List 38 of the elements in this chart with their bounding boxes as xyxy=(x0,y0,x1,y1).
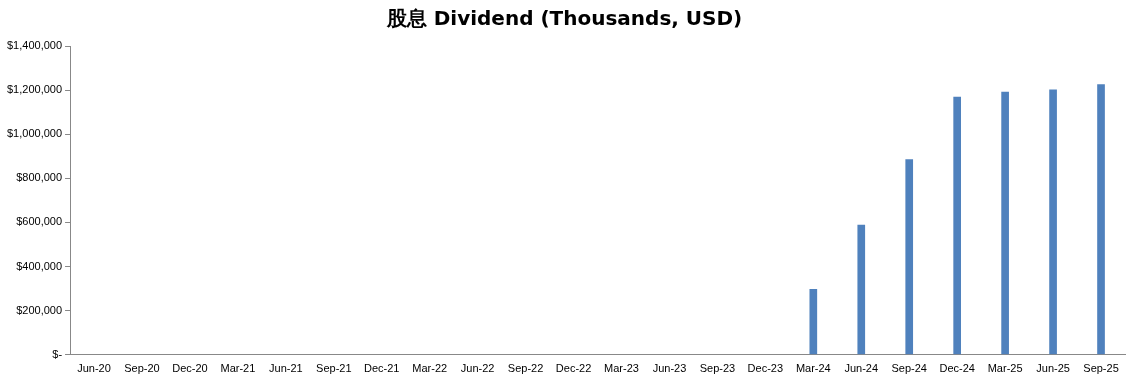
bar xyxy=(857,224,866,355)
x-tick-label: Jun-25 xyxy=(1036,362,1070,375)
y-tick-label: $200,000 xyxy=(16,303,63,316)
y-tick-label: $600,000 xyxy=(16,215,63,228)
x-tick-label: Jun-23 xyxy=(652,362,687,375)
bar xyxy=(809,289,818,355)
x-tick-label: Dec-22 xyxy=(555,362,592,375)
y-tick-label: $800,000 xyxy=(16,171,63,184)
bar xyxy=(953,96,961,355)
x-tick-label: Jun-22 xyxy=(460,362,495,375)
chart-title: 股息 Dividend (Thousands, USD) xyxy=(385,6,743,31)
x-tick-label: Mar-25 xyxy=(987,362,1023,375)
x-tick-label: Sep-23 xyxy=(699,362,736,375)
x-tick-label: Jun-24 xyxy=(844,362,879,375)
x-tick-label: Jun-20 xyxy=(77,362,111,375)
x-tick-label: Sep-22 xyxy=(507,362,544,375)
x-tick-label: Sep-25 xyxy=(1083,362,1119,375)
bar xyxy=(905,159,914,355)
x-tick-label: Mar-23 xyxy=(604,362,639,375)
x-tick-label: Mar-24 xyxy=(795,362,831,375)
x-tick-label: Dec-24 xyxy=(939,362,975,375)
bar xyxy=(1097,84,1105,355)
x-tick-label: Dec-21 xyxy=(364,362,400,375)
x-tick-label: Sep-21 xyxy=(316,362,352,375)
x-tick-label: Mar-22 xyxy=(412,362,448,375)
x-tick-label: Dec-23 xyxy=(747,362,784,375)
x-tick-label: Dec-20 xyxy=(172,362,208,375)
x-tick-label: Sep-24 xyxy=(891,362,927,375)
y-tick-label: $1,400,000 xyxy=(6,39,63,52)
bar xyxy=(1049,89,1057,355)
y-tick-label: $1,200,000 xyxy=(6,83,63,96)
y-tick-label: $1,000,000 xyxy=(6,127,63,140)
x-tick-label: Mar-21 xyxy=(220,362,256,375)
bar xyxy=(1001,91,1009,355)
y-tick-label: $- xyxy=(52,347,63,360)
x-tick-label: Sep-20 xyxy=(124,362,160,375)
x-tick-label: Jun-21 xyxy=(269,362,303,375)
y-tick-label: $400,000 xyxy=(16,259,63,272)
